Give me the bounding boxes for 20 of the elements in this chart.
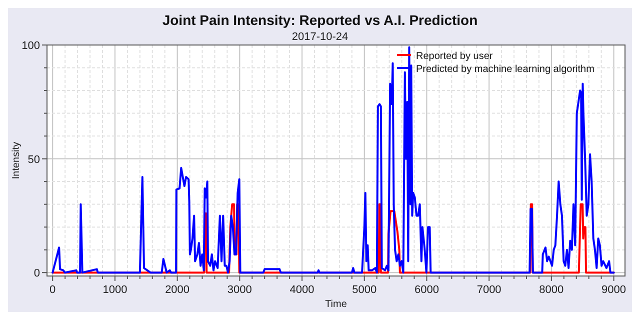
x-tick-label: 4000 [290, 284, 314, 296]
y-axis-title: Intensity [11, 142, 22, 180]
x-tick-label: 2000 [165, 284, 190, 296]
y-tick-label: 50 [28, 154, 40, 166]
legend-label: Predicted by machine learning algorithm [416, 64, 594, 75]
chart-subtitle: 2017-10-24 [292, 31, 348, 43]
x-tick-label: 1000 [102, 284, 128, 296]
legend-label: Reported by user [416, 51, 494, 62]
x-axis-title: Time [325, 299, 348, 310]
x-tick-label: 8000 [539, 284, 564, 296]
x-tick-label: 6000 [414, 284, 439, 296]
line-series [52, 46, 615, 274]
x-tick-label: 7000 [476, 284, 502, 296]
y-tick-label: 100 [22, 40, 40, 52]
x-tick-label: 3000 [227, 284, 252, 296]
x-tick-label: 5000 [352, 284, 377, 296]
y-tick-label: 0 [34, 268, 40, 280]
x-tick-label: 0 [50, 284, 56, 296]
chart-title: Joint Pain Intensity: Reported vs A.I. Prediction [162, 12, 478, 28]
x-tick-label: 9000 [602, 284, 626, 296]
